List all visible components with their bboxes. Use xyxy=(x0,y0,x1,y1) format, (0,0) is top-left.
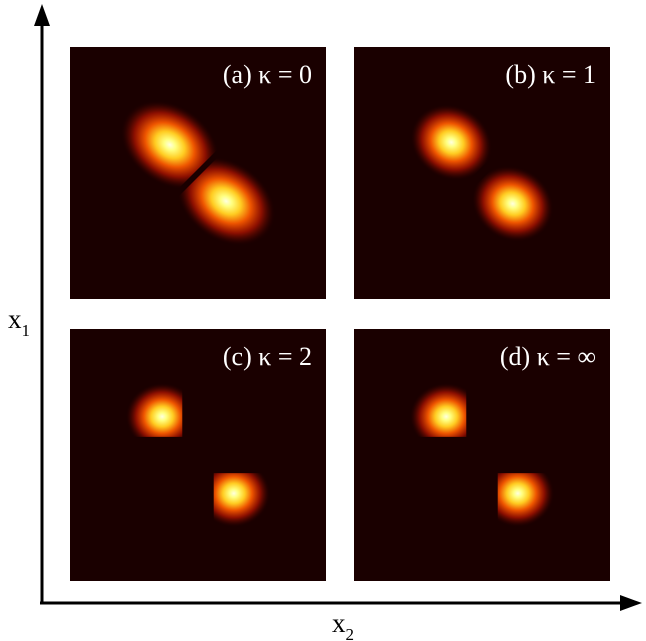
upper-left-lobe xyxy=(125,382,183,437)
upper-left-lobe xyxy=(410,104,493,181)
lobes xyxy=(120,100,276,246)
y-axis-arrowhead xyxy=(34,4,50,26)
x-axis-arrowhead xyxy=(620,595,642,611)
upper-left-lobe xyxy=(409,382,467,437)
x-axis-label: x2 xyxy=(332,608,354,641)
lower-right-lobe xyxy=(497,473,555,528)
y-axis-label: x1 xyxy=(8,304,30,340)
panel-background xyxy=(354,47,610,299)
heatmap-panel-2: (b) κ = 1 xyxy=(354,47,610,299)
x-axis-label-base: x xyxy=(332,608,346,638)
lobes xyxy=(125,382,271,528)
lower-right-lobe xyxy=(213,473,271,528)
panel-title: (b) κ = 1 xyxy=(505,60,596,89)
panel-title: (c) κ = 2 xyxy=(223,342,312,371)
panel-title: (a) κ = 0 xyxy=(223,60,312,89)
heatmap-panel-1: (a) κ = 0 xyxy=(70,47,326,299)
upper-left-lobe xyxy=(120,100,220,190)
y-axis-label-subscript: 1 xyxy=(22,321,31,340)
lower-right-lobe xyxy=(471,165,554,242)
panel-background xyxy=(70,47,326,299)
heatmap-panel-3: (c) κ = 2 xyxy=(70,329,326,581)
x-axis-label-subscript: 2 xyxy=(346,625,355,641)
lobes xyxy=(410,104,554,242)
lower-right-lobe xyxy=(176,156,276,246)
lobes xyxy=(409,382,555,528)
panel-background xyxy=(70,329,326,581)
axes: x2 x1 xyxy=(8,4,642,641)
heatmap-panel-4: (d) κ = ∞ xyxy=(354,329,610,581)
heatmap-panels: (a) κ = 0 (b) κ = 1 (c) κ = 2 (d) κ = ∞ xyxy=(70,47,610,581)
panel-background xyxy=(354,329,610,581)
y-axis-label-base: x xyxy=(8,304,22,334)
panel-title: (d) κ = ∞ xyxy=(500,342,596,371)
